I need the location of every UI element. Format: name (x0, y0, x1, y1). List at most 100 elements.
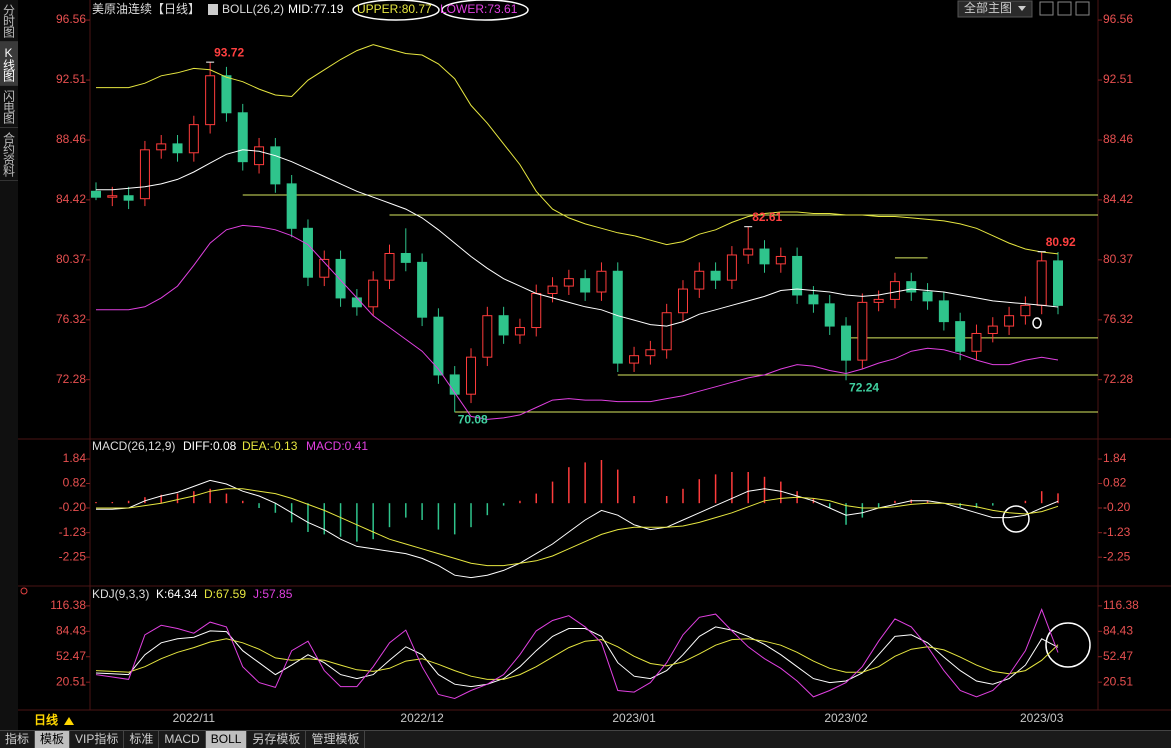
candle-body (417, 261, 428, 318)
indicator-line (95, 626, 1059, 688)
legend-value: 0.08 (213, 439, 237, 453)
y-tick-label: -1.23 (59, 525, 87, 539)
candle-body (547, 285, 558, 294)
candle-body (449, 374, 460, 395)
legend-value: 67.59 (216, 587, 246, 601)
legend-name: J: (253, 587, 262, 601)
indicator-line (96, 44, 1059, 255)
candle-body (955, 321, 966, 352)
candle-body (971, 332, 982, 352)
candle-body (645, 349, 656, 357)
candle-body (1053, 260, 1063, 306)
y-tick-label: 52.47 (1103, 649, 1133, 663)
candle-body (384, 252, 395, 281)
candle-body (237, 112, 248, 163)
candle-body (906, 281, 917, 293)
price-annotation: 93.72 (214, 45, 244, 59)
sidebar-tab[interactable]: 闪电图 (0, 86, 18, 128)
legend-name: DIFF: (183, 439, 213, 453)
y-tick-label: 80.37 (1103, 252, 1133, 266)
y-tick-label: 76.32 (56, 312, 86, 326)
tab[interactable]: 管理模板 (306, 731, 366, 748)
candle-body (987, 325, 998, 334)
candle-body (205, 75, 216, 126)
dropdown[interactable] (957, 0, 1033, 18)
y-tick-label: 1.84 (63, 451, 87, 465)
candle-body (172, 143, 183, 154)
legend-entry: DEA:-0.13 (242, 439, 298, 453)
y-tick-label: 72.28 (1103, 372, 1133, 386)
y-tick-label: 88.46 (56, 132, 86, 146)
candle-body (139, 149, 150, 200)
candle-body (612, 270, 623, 364)
dropdown-label[interactable]: 全部主图 (964, 0, 1012, 15)
y-tick-label: -2.25 (1103, 549, 1131, 563)
candle-body (335, 258, 346, 299)
legend-value: 64.34 (167, 587, 197, 601)
legend-value: 77.19 (313, 2, 343, 16)
indicator-line (96, 149, 1059, 327)
legend-entry: J:57.85 (253, 587, 293, 601)
tab[interactable]: MACD (159, 731, 206, 748)
legend-value: -0.13 (270, 439, 298, 453)
period-arrow (64, 717, 74, 725)
period[interactable]: 日线 (34, 712, 58, 727)
icon-button[interactable] (1075, 1, 1090, 16)
y-tick-label: -0.20 (59, 500, 87, 514)
tab[interactable]: 指标 (0, 731, 36, 748)
tab[interactable]: VIP指标 (70, 731, 125, 748)
sidebar-tab[interactable]: K线图 (0, 42, 18, 86)
y-tick-label: 20.51 (56, 674, 86, 688)
tab[interactable]: 另存模板 (247, 731, 307, 748)
candle-body (286, 183, 297, 229)
candle-body (482, 315, 493, 358)
candle-body (824, 303, 835, 327)
candle-body (1020, 304, 1031, 317)
y-tick-label: 116.38 (1103, 598, 1139, 612)
y-tick-label: 84.43 (56, 623, 86, 637)
chart-title: 美原油连续【日线】 (92, 1, 200, 16)
y-tick-label: 116.38 (50, 598, 86, 612)
candle-body (466, 356, 477, 395)
legend-value: 0.41 (345, 439, 369, 453)
sidebar: 分时图 K线图 闪电图 合约资料 (0, 0, 19, 730)
legend-name: D: (204, 587, 216, 601)
y-tick-label: -0.20 (1103, 500, 1131, 514)
legend-entry: UPPER:80.77 (357, 2, 432, 16)
icon-button[interactable] (1039, 1, 1054, 16)
tab[interactable]: BOLL (205, 731, 248, 748)
candle-body (302, 227, 313, 278)
candle-body (629, 355, 640, 364)
candle-body (938, 300, 949, 323)
candle-body (514, 327, 525, 336)
candle-body (91, 190, 101, 198)
y-tick-label: 96.56 (56, 12, 86, 26)
legend-entry: DIFF:0.08 (183, 439, 237, 453)
y-tick-label: 84.43 (1103, 623, 1133, 637)
tab-bar: 指标 模板 VIP指标 标准 MACD BOLL 另存模板 管理模板 (0, 730, 1171, 748)
candle-body (922, 291, 933, 302)
candle-body (596, 270, 607, 293)
legend-value: 73.61 (487, 2, 517, 16)
candle-body (254, 146, 265, 166)
legend-name: DEA: (242, 439, 270, 453)
sidebar-tab[interactable]: 分时图 (0, 0, 18, 42)
sidebar-tab[interactable]: 合约资料 (0, 128, 18, 181)
x-tick-label: 2023/02 (824, 711, 868, 725)
y-tick-label: 96.56 (1103, 12, 1133, 26)
candle-body (433, 316, 444, 376)
indicator-line (96, 479, 1059, 579)
y-tick-label: 20.51 (1103, 674, 1133, 688)
tab[interactable]: 模板 (35, 731, 71, 748)
price-annotation: 70.08 (458, 412, 488, 426)
icon-button[interactable] (1057, 1, 1072, 16)
candle-body (580, 278, 591, 293)
chart: 美原油连续【日线】 BOLL(26,2) MACD(26,12,9) KDJ(9… (18, 0, 1171, 730)
icon (20, 587, 28, 595)
x-tick-label: 2022/12 (400, 711, 444, 725)
candle-body (1004, 315, 1015, 327)
y-tick-label: 1.84 (1103, 451, 1127, 465)
tab[interactable]: 标准 (124, 731, 160, 748)
y-tick-label: 92.51 (1103, 72, 1133, 86)
